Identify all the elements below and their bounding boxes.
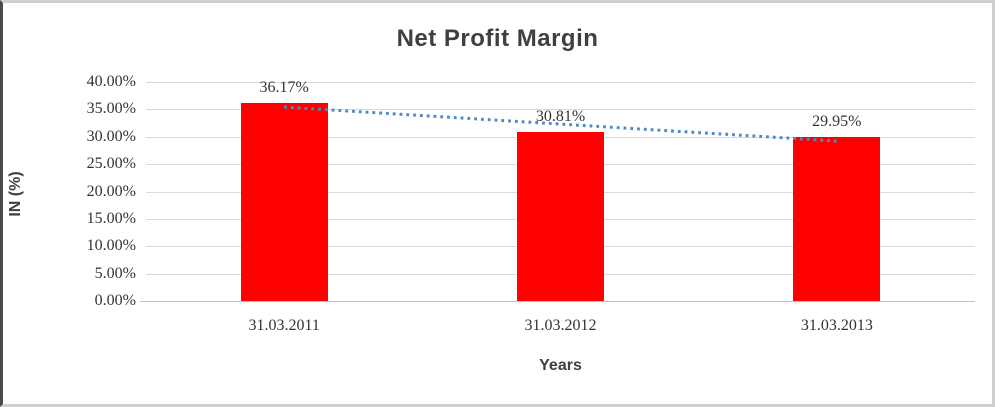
- x-tick-label: 31.03.2013: [800, 317, 873, 334]
- y-tick-label: 15.00%: [86, 210, 136, 227]
- y-tick-label: 0.00%: [94, 292, 136, 309]
- y-tick-label: 30.00%: [86, 128, 136, 145]
- x-tick-label: 31.03.2012: [524, 317, 597, 334]
- y-tick-label: 40.00%: [86, 73, 136, 90]
- bar-data-label: 30.81%: [535, 108, 586, 125]
- bar: [241, 103, 328, 301]
- bar: [517, 132, 604, 301]
- bar: [793, 137, 880, 301]
- y-tick-label: 5.00%: [94, 265, 136, 282]
- y-tick-label: 10.00%: [86, 237, 136, 254]
- bar-data-label: 36.17%: [259, 79, 309, 96]
- gridline: [146, 82, 975, 83]
- y-tick-label: 20.00%: [86, 183, 136, 200]
- x-axis-title: Years: [539, 357, 582, 374]
- chart-title: Net Profit Margin: [396, 25, 599, 52]
- y-axis-title: IN (%): [7, 171, 24, 217]
- x-axis-line: [140, 301, 975, 302]
- y-tick-label: 35.00%: [86, 100, 136, 117]
- y-tick-label: 25.00%: [86, 155, 136, 172]
- x-tick-label: 31.03.2011: [248, 317, 320, 334]
- bar-data-label: 29.95%: [812, 113, 862, 130]
